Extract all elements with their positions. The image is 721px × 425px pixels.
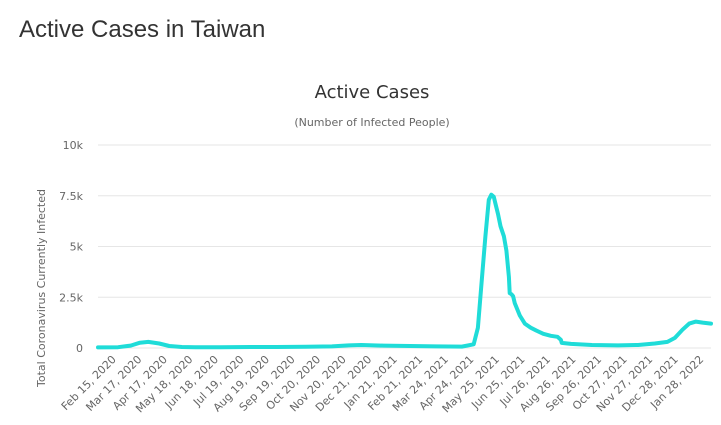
- chart-title: Active Cases: [315, 82, 430, 103]
- grid-lines: [98, 144, 711, 349]
- active-cases-chart: Active Cases (Number of Infected People)…: [35, 82, 713, 415]
- chart-subtitle: (Number of Infected People): [294, 116, 449, 129]
- series-layer: [96, 192, 713, 350]
- y-tick-label: 10k: [63, 139, 84, 152]
- chart-container: Active Cases (Number of Infected People)…: [0, 60, 721, 425]
- page-title: Active Cases in Taiwan: [19, 16, 266, 43]
- y-tick-label: 0: [76, 342, 83, 355]
- y-tick-label: 2.5k: [59, 291, 83, 304]
- y-axis-title: Total Coronavirus Currently Infected: [35, 189, 48, 388]
- y-tick-label: 7.5k: [59, 190, 83, 203]
- y-tick-label: 5k: [70, 241, 84, 254]
- series-line: [96, 192, 713, 350]
- y-axis-labels: 0 2.5k 5k 7.5k 10k: [59, 139, 83, 355]
